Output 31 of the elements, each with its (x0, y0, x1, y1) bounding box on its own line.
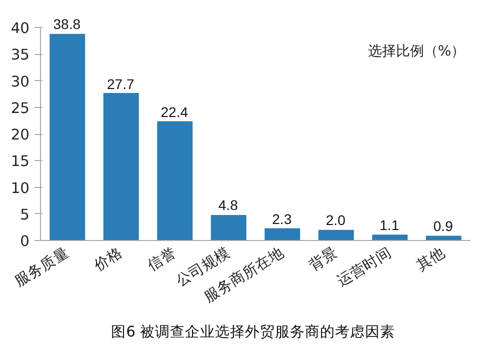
bar (103, 93, 139, 240)
y-tick-label: 0 (20, 233, 30, 250)
data-label: 4.8 (218, 197, 238, 214)
y-tick-label: 25 (10, 100, 30, 117)
data-label: 1.1 (380, 217, 400, 234)
bar (318, 230, 354, 240)
y-tick-label: 15 (10, 153, 30, 170)
data-label: 2.3 (272, 210, 292, 227)
y-tick-label: 10 (10, 180, 30, 197)
y-tick-label: 20 (10, 126, 30, 144)
x-tick-label: 背景 (306, 244, 341, 274)
bar (426, 236, 462, 240)
bar (50, 34, 86, 240)
y-tick-label: 35 (10, 46, 30, 64)
x-tick-label: 价格 (90, 244, 126, 275)
bar (264, 228, 300, 240)
y-tick-label: 30 (10, 73, 30, 90)
bar (157, 121, 193, 240)
data-label: 38.8 (53, 16, 80, 32)
text: 图6 被调查企业选择外贸服务商的考虑因素 (111, 324, 396, 340)
data-label: 22.4 (160, 104, 188, 120)
x-tick-label: 其他 (414, 244, 448, 274)
bar (210, 214, 246, 240)
data-label: 0.9 (433, 218, 453, 234)
y-tick-label: 40 (10, 20, 30, 38)
annotation: 选择比例（%） (368, 43, 466, 60)
data-label: 27.7 (107, 76, 134, 92)
data-label: 2.0 (326, 212, 346, 228)
bar (372, 234, 408, 240)
x-tick-label: 信誉 (144, 244, 180, 274)
y-tick-label: 5 (20, 206, 30, 224)
